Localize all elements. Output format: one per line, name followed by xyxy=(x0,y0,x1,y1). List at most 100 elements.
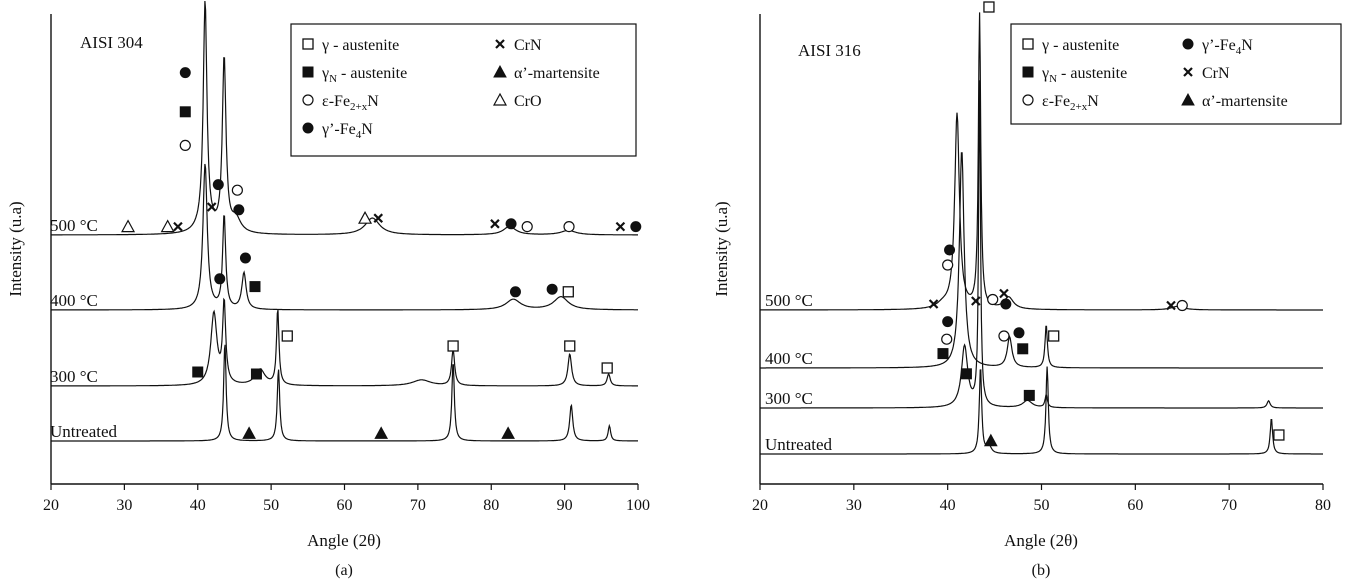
panel-b-traces: 500 °C 400 °C 300 °C Untreated xyxy=(760,12,1323,455)
panel-a: 20 30 40 50 60 70 80 90 100 500 °C 400 °C 300 °C Un… xyxy=(6,0,650,579)
series-label: 500 °C xyxy=(765,291,813,310)
legend-label: γ’-Fe4N xyxy=(321,121,373,141)
phase-marker-open-square xyxy=(983,1,995,13)
legend-label-text: ε-Fe xyxy=(1042,93,1070,110)
phase-marker-open-circle xyxy=(1176,299,1188,312)
series-line-300c xyxy=(51,297,638,387)
panel-b-legend-box xyxy=(1010,23,1342,125)
legend-label: CrN xyxy=(1202,65,1230,82)
phase-marker-filled-triangle xyxy=(501,426,515,439)
panel-a-caption: (a) xyxy=(335,562,353,579)
legend-label-subscript: 4 xyxy=(356,129,362,141)
phase-marker-filled-circle xyxy=(944,244,956,256)
legend-marker-filled-circle xyxy=(302,122,314,134)
phase-marker-filled-square xyxy=(192,366,204,378)
phase-marker-open-square xyxy=(1273,429,1285,441)
phase-marker-open-square xyxy=(601,362,613,374)
legend-marker-open-square xyxy=(302,38,314,50)
series-label: Untreated xyxy=(50,422,118,441)
legend-label-text: α’-martensite xyxy=(1202,93,1288,110)
legend-marker-filled-circle xyxy=(1182,38,1194,50)
legend-marker-cross xyxy=(495,39,505,49)
legend-label-suffix: N xyxy=(1087,93,1099,110)
x-tick-label: 60 xyxy=(1127,497,1143,514)
phase-marker-filled-circle xyxy=(505,218,517,230)
legend-label: CrN xyxy=(514,37,542,54)
legend-label: γ’-Fe4N xyxy=(1201,37,1253,57)
legend-marker-filled-square xyxy=(302,66,314,78)
legend-marker-open-circle xyxy=(1022,94,1034,106)
phase-marker-filled-square xyxy=(937,348,949,360)
x-tick-label: 20 xyxy=(43,497,59,514)
legend-label: γ - austenite xyxy=(1041,37,1119,54)
phase-marker-open-square xyxy=(564,340,576,352)
phase-marker-filled-circle xyxy=(630,221,642,233)
phase-marker-open-triangle xyxy=(358,210,373,224)
phase-marker-open-square xyxy=(1048,330,1060,342)
x-tick-label: 80 xyxy=(483,497,499,514)
legend-label: ε-Fe2+xN xyxy=(322,93,379,113)
phase-marker-filled-square xyxy=(1023,389,1035,401)
x-tick-label: 90 xyxy=(557,497,573,514)
legend-label-text: CrO xyxy=(514,93,542,110)
phase-marker-cross xyxy=(1166,300,1176,311)
x-tick-label: 20 xyxy=(752,497,768,514)
x-tick-label: 30 xyxy=(846,497,862,514)
phase-marker-filled-circle xyxy=(212,179,224,191)
x-tick-label: 50 xyxy=(1034,497,1050,514)
legend-label-text: ε-Fe xyxy=(322,93,350,110)
legend-label-suffix: N xyxy=(367,93,379,110)
legend-label: α’-martensite xyxy=(1202,93,1288,110)
phase-marker-cross xyxy=(971,296,981,306)
panel-b: 20 30 40 50 60 70 80 500 °C 400 °C 300 °C Untreat… xyxy=(712,1,1342,579)
legend-label-text: α’-martensite xyxy=(514,65,600,82)
legend-label-text: CrN xyxy=(514,37,542,54)
phase-marker-filled-square xyxy=(960,368,972,380)
series-label: Untreated xyxy=(765,435,833,454)
legend-label: γ - austenite xyxy=(321,37,399,54)
legend-marker-open-triangle xyxy=(492,92,508,106)
phase-marker-open-circle xyxy=(998,330,1010,342)
phase-marker-open-triangle xyxy=(121,219,136,233)
legend-label-text: CrN xyxy=(1202,65,1230,82)
legend-label-suffix: N xyxy=(1241,37,1253,54)
series-line-400c xyxy=(760,152,1323,369)
panel-a-x-label: Angle (2θ) xyxy=(307,531,381,550)
phase-marker-filled-circle xyxy=(1013,327,1025,339)
phase-marker-open-circle xyxy=(521,221,533,233)
legend-label-text: γ’-Fe xyxy=(1201,37,1236,54)
phase-marker-cross xyxy=(928,299,939,309)
phase-marker-filled-circle xyxy=(546,283,558,295)
legend-label: α’-martensite xyxy=(514,65,600,82)
panel-b-x-label: Angle (2θ) xyxy=(1004,531,1078,550)
panel-b-x-ticks: 20 30 40 50 60 70 80 xyxy=(752,484,1331,514)
phase-marker-filled-square xyxy=(179,106,191,118)
legend-label-subscript: N xyxy=(329,73,337,85)
legend-label-subscript: 2+x xyxy=(350,101,368,113)
series-line-500c xyxy=(51,0,638,236)
panel-b-y-label: Intensity (u.a) xyxy=(712,201,731,296)
legend-label: γN - austenite xyxy=(321,65,407,85)
x-tick-label: 50 xyxy=(263,497,279,514)
legend-label-text: γ xyxy=(321,65,329,82)
panel-b-markers xyxy=(928,1,1285,447)
phase-marker-filled-square xyxy=(250,368,262,380)
legend-marker-filled-triangle xyxy=(493,64,507,78)
phase-marker-open-triangle xyxy=(160,219,175,233)
phase-marker-cross xyxy=(615,221,626,232)
phase-marker-cross xyxy=(490,219,500,229)
series-label: 300 °C xyxy=(50,367,98,386)
phase-marker-open-square xyxy=(447,340,459,352)
series-label: 400 °C xyxy=(50,291,98,310)
legend-marker-cross xyxy=(1183,67,1193,77)
phase-marker-open-circle xyxy=(231,184,243,196)
legend-label: γN - austenite xyxy=(1041,65,1127,85)
legend-marker-open-circle xyxy=(302,94,314,106)
phase-marker-open-circle xyxy=(941,333,953,345)
phase-marker-cross xyxy=(206,202,217,212)
series-line-untreated xyxy=(760,366,1323,455)
phase-marker-cross xyxy=(173,221,183,232)
panel-b-caption: (b) xyxy=(1032,562,1051,579)
